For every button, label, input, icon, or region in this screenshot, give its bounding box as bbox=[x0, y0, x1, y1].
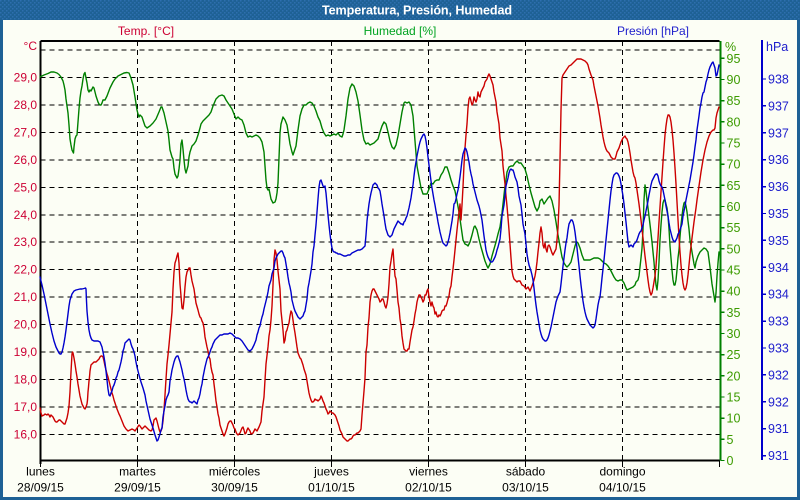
svg-text:90: 90 bbox=[727, 73, 741, 87]
svg-text:50: 50 bbox=[727, 242, 741, 256]
svg-text:16,0: 16,0 bbox=[14, 427, 38, 441]
svg-text:933: 933 bbox=[768, 342, 789, 356]
svg-text:Temperatura, Presión, Humedad: Temperatura, Presión, Humedad bbox=[322, 4, 512, 18]
svg-text:934: 934 bbox=[768, 261, 789, 275]
svg-text:01/10/15: 01/10/15 bbox=[308, 481, 355, 495]
svg-text:45: 45 bbox=[727, 264, 741, 278]
svg-text:29,0: 29,0 bbox=[14, 71, 38, 85]
svg-text:20,0: 20,0 bbox=[14, 318, 38, 332]
svg-text:02/10/15: 02/10/15 bbox=[405, 481, 452, 495]
svg-text:miércoles: miércoles bbox=[209, 465, 260, 479]
svg-text:24,0: 24,0 bbox=[14, 208, 38, 222]
svg-text:10: 10 bbox=[727, 412, 741, 426]
svg-text:80: 80 bbox=[727, 115, 741, 129]
svg-text:03/10/15: 03/10/15 bbox=[502, 481, 549, 495]
svg-text:931: 931 bbox=[768, 422, 789, 436]
svg-text:26,0: 26,0 bbox=[14, 153, 38, 167]
svg-text:932: 932 bbox=[768, 368, 789, 382]
svg-text:22,0: 22,0 bbox=[14, 263, 38, 277]
svg-text:23,0: 23,0 bbox=[14, 235, 38, 249]
svg-text:75: 75 bbox=[727, 137, 741, 151]
svg-text:17,0: 17,0 bbox=[14, 400, 38, 414]
svg-text:25,0: 25,0 bbox=[14, 180, 38, 194]
svg-text:domingo: domingo bbox=[599, 465, 645, 479]
svg-text:27,0: 27,0 bbox=[14, 125, 38, 139]
svg-text:937: 937 bbox=[768, 99, 789, 113]
svg-text:Presión [hPa]: Presión [hPa] bbox=[617, 24, 689, 38]
svg-text:70: 70 bbox=[727, 158, 741, 172]
svg-text:95: 95 bbox=[727, 52, 741, 66]
svg-text:viernes: viernes bbox=[409, 465, 448, 479]
svg-text:jueves: jueves bbox=[313, 465, 349, 479]
svg-text:sábado: sábado bbox=[506, 465, 546, 479]
svg-text:937: 937 bbox=[768, 126, 789, 140]
svg-text:936: 936 bbox=[768, 180, 789, 194]
svg-text:15: 15 bbox=[727, 391, 741, 405]
svg-text:18,0: 18,0 bbox=[14, 373, 38, 387]
svg-text:938: 938 bbox=[768, 73, 789, 87]
svg-text:20: 20 bbox=[727, 369, 741, 383]
svg-text:932: 932 bbox=[768, 395, 789, 409]
svg-text:40: 40 bbox=[727, 285, 741, 299]
svg-text:30: 30 bbox=[727, 327, 741, 341]
svg-text:933: 933 bbox=[768, 315, 789, 329]
svg-text:55: 55 bbox=[727, 221, 741, 235]
svg-text:29/09/15: 29/09/15 bbox=[114, 481, 161, 495]
svg-text:°C: °C bbox=[24, 39, 38, 53]
svg-text:hPa: hPa bbox=[766, 40, 788, 54]
svg-text:935: 935 bbox=[768, 207, 789, 221]
svg-text:65: 65 bbox=[727, 179, 741, 193]
svg-text:30/09/15: 30/09/15 bbox=[211, 481, 258, 495]
svg-text:934: 934 bbox=[768, 288, 789, 302]
svg-text:martes: martes bbox=[119, 465, 156, 479]
svg-text:04/10/15: 04/10/15 bbox=[599, 481, 646, 495]
svg-text:28,0: 28,0 bbox=[14, 98, 38, 112]
svg-text:21,0: 21,0 bbox=[14, 290, 38, 304]
svg-text:19,0: 19,0 bbox=[14, 345, 38, 359]
svg-text:5: 5 bbox=[727, 433, 734, 447]
svg-text:Humedad [%]: Humedad [%] bbox=[364, 24, 437, 38]
svg-text:28/09/15: 28/09/15 bbox=[17, 481, 64, 495]
svg-text:60: 60 bbox=[727, 200, 741, 214]
svg-text:%: % bbox=[725, 40, 736, 54]
svg-text:lunes: lunes bbox=[26, 465, 55, 479]
svg-text:25: 25 bbox=[727, 348, 741, 362]
svg-text:0: 0 bbox=[727, 454, 734, 468]
svg-text:85: 85 bbox=[727, 94, 741, 108]
svg-text:Temp. [°C]: Temp. [°C] bbox=[118, 24, 174, 38]
svg-text:936: 936 bbox=[768, 153, 789, 167]
svg-text:35: 35 bbox=[727, 306, 741, 320]
svg-text:935: 935 bbox=[768, 234, 789, 248]
svg-text:931: 931 bbox=[768, 449, 789, 463]
